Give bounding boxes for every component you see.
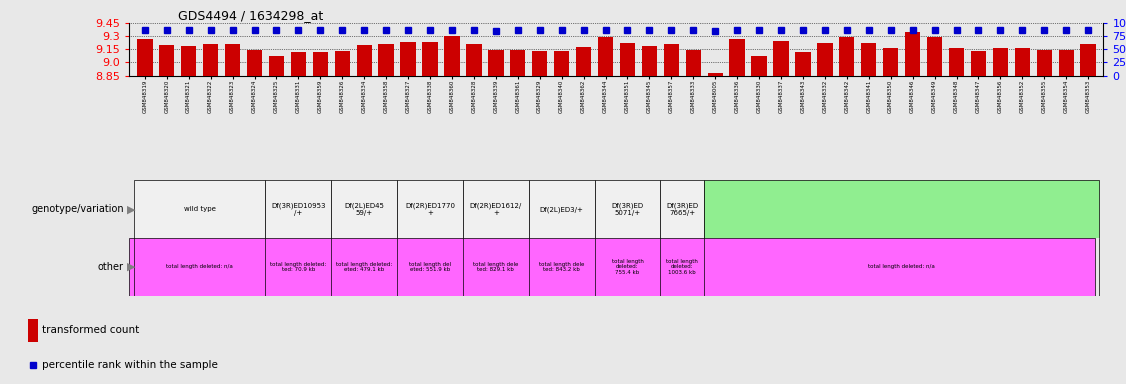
Text: wild type: wild type — [184, 206, 215, 212]
Bar — [686, 50, 701, 76]
Bar — [401, 42, 415, 76]
Bar — [466, 44, 482, 76]
Text: Df(2R)ED1612/
+: Df(2R)ED1612/ + — [470, 202, 522, 216]
Text: genotype/variation: genotype/variation — [32, 204, 124, 214]
Text: Df(3R)ED10953
/+: Df(3R)ED10953 /+ — [271, 202, 325, 216]
Bar — [397, 180, 463, 238]
Text: total length
deleted:
755.4 kb: total length deleted: 755.4 kb — [611, 259, 643, 275]
Bar — [883, 48, 899, 76]
Bar — [463, 180, 529, 238]
Bar — [905, 32, 920, 76]
Text: Df(2R)ED1770
+: Df(2R)ED1770 + — [405, 202, 455, 216]
Bar — [993, 48, 1008, 76]
Bar — [795, 52, 811, 76]
Bar — [159, 45, 175, 76]
Bar — [531, 51, 547, 76]
Bar — [489, 50, 503, 76]
Bar — [137, 39, 152, 76]
Bar — [598, 37, 614, 76]
Text: percentile rank within the sample: percentile rank within the sample — [43, 360, 218, 370]
Bar — [642, 46, 658, 76]
Text: GDS4494 / 1634298_at: GDS4494 / 1634298_at — [178, 9, 323, 22]
Bar — [181, 46, 196, 76]
Bar — [971, 51, 986, 76]
Bar — [949, 48, 964, 76]
Text: total length deleted:
ted: 70.9 kb: total length deleted: ted: 70.9 kb — [270, 262, 327, 272]
Text: total length dele
ted: 829.1 kb: total length dele ted: 829.1 kb — [473, 262, 518, 272]
Bar — [378, 44, 394, 76]
Text: Df(2L)ED3/+: Df(2L)ED3/+ — [539, 206, 583, 212]
Bar — [707, 73, 723, 76]
Bar — [575, 47, 591, 76]
Text: total length del
eted: 551.9 kb: total length del eted: 551.9 kb — [409, 262, 452, 272]
Text: total length
deleted:
1003.6 kb: total length deleted: 1003.6 kb — [667, 259, 698, 275]
Bar — [203, 44, 218, 76]
Text: ▶: ▶ — [127, 262, 136, 272]
Text: Df(2L)ED45
59/+: Df(2L)ED45 59/+ — [345, 202, 384, 216]
Bar — [134, 180, 266, 238]
Bar — [291, 52, 306, 76]
Bar — [861, 43, 876, 76]
Bar — [510, 50, 526, 76]
Bar — [751, 56, 767, 76]
Bar — [529, 180, 595, 238]
Bar — [225, 44, 240, 76]
Text: total length dele
ted: 843.2 kb: total length dele ted: 843.2 kb — [539, 262, 584, 272]
Bar — [619, 43, 635, 76]
Bar — [1037, 50, 1052, 76]
Bar — [269, 56, 284, 76]
Bar — [331, 180, 397, 238]
Bar — [334, 51, 350, 76]
Bar — [266, 180, 331, 238]
Text: Df(3R)ED
5071/+: Df(3R)ED 5071/+ — [611, 202, 644, 216]
Bar — [28, 319, 38, 342]
Text: total length deleted:
eted: 479.1 kb: total length deleted: eted: 479.1 kb — [336, 262, 392, 272]
Bar — [595, 180, 660, 238]
Bar — [247, 50, 262, 76]
Text: total length deleted: n/a: total length deleted: n/a — [868, 264, 935, 270]
Bar — [817, 43, 832, 76]
Bar — [445, 36, 459, 76]
Bar — [357, 45, 372, 76]
Bar — [1081, 44, 1096, 76]
Text: Df(3R)ED
7665/+: Df(3R)ED 7665/+ — [667, 202, 698, 216]
Text: ▶: ▶ — [127, 204, 136, 214]
Text: transformed count: transformed count — [43, 325, 140, 335]
Bar — [554, 51, 570, 76]
Bar — [313, 52, 328, 76]
Bar — [730, 39, 744, 76]
Bar — [660, 180, 704, 238]
Bar — [1058, 50, 1074, 76]
Bar — [839, 37, 855, 76]
Bar — [663, 44, 679, 76]
Bar — [774, 41, 788, 76]
Bar — [704, 180, 1099, 238]
Text: total length deleted: n/a: total length deleted: n/a — [167, 264, 233, 270]
Bar — [422, 42, 438, 76]
Bar — [1015, 48, 1030, 76]
Text: other: other — [98, 262, 124, 272]
Bar — [927, 37, 942, 76]
